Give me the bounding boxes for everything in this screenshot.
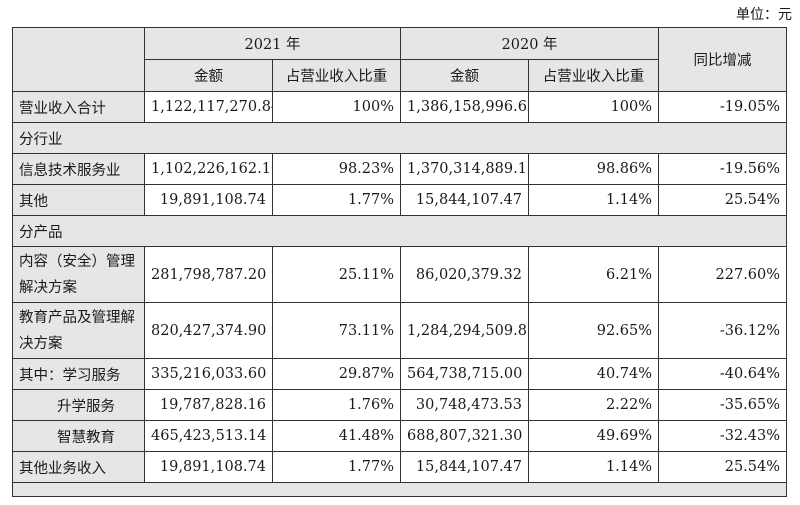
amount-2020: 1,284,294,509.83 <box>400 302 530 359</box>
share-2020: 49.69% <box>528 420 660 452</box>
share-2020: 92.65% <box>528 302 660 359</box>
amount-2021: 19,891,108.74 <box>144 451 273 483</box>
row-label: 智慧教育 <box>12 420 145 452</box>
share-2020: 1.14% <box>528 451 660 483</box>
amount-2021: 465,423,513.14 <box>144 420 273 452</box>
share-2020: 98.86% <box>528 153 660 185</box>
yoy-change: -32.43% <box>658 420 788 452</box>
header-year-2021: 2021 年 <box>143 27 402 60</box>
table-row-edu: 教育产品及管理解决方案 820,427,374.90 73.11% 1,284,… <box>12 302 788 359</box>
yoy-change: 25.54% <box>658 184 788 216</box>
amount-2021: 1,102,226,162.10 <box>144 153 273 185</box>
share-2020: 1.14% <box>528 184 660 216</box>
header-row-years: 2021 年 2020 年 同比增减 <box>12 27 788 92</box>
header-share-2020: 占营业收入比重 <box>528 59 660 92</box>
share-2020: 40.74% <box>528 358 660 390</box>
yoy-change: -35.65% <box>658 389 788 421</box>
row-label: 教育产品及管理解决方案 <box>12 302 145 359</box>
amount-2021: 281,798,787.20 <box>144 246 273 303</box>
table-row-total: 营业收入合计 1,122,117,270.84 100% 1,386,158,9… <box>12 91 788 123</box>
share-2021: 100% <box>271 91 402 123</box>
revenue-table: 2021 年 2020 年 同比增减 金额 占营业收入比重 金额 占营业收入比重… <box>11 27 788 497</box>
header-amount-2021: 金额 <box>144 59 273 92</box>
share-2020: 6.21% <box>528 246 660 303</box>
row-label: 升学服务 <box>12 389 145 421</box>
amount-2021: 19,891,108.74 <box>144 184 273 216</box>
row-label: 其中：学习服务 <box>12 358 145 390</box>
share-2021: 98.23% <box>271 153 402 185</box>
header-corner-cell <box>12 27 145 92</box>
table-row-smart: 智慧教育 465,423,513.14 41.48% 688,807,321.3… <box>12 420 788 452</box>
amount-2020: 15,844,107.47 <box>400 184 530 216</box>
share-2021: 41.48% <box>271 420 402 452</box>
row-label: 营业收入合计 <box>12 91 145 123</box>
amount-2021: 1,122,117,270.84 <box>144 91 273 123</box>
header-amount-2020: 金额 <box>400 59 530 92</box>
table-row-cutoff <box>11 482 788 497</box>
row-label: 其他 <box>12 184 145 216</box>
header-year-2020: 2020 年 <box>400 27 660 60</box>
row-label: 内容（安全）管理解决方案 <box>12 246 145 303</box>
cutoff-cell <box>11 482 788 497</box>
table-row-it: 信息技术服务业 1,102,226,162.10 98.23% 1,370,31… <box>12 153 788 185</box>
section-row-product: 分产品 <box>11 215 788 247</box>
share-2021: 29.87% <box>271 358 402 390</box>
amount-2020: 86,020,379.32 <box>400 246 530 303</box>
unit-label: 单位：元 <box>736 7 792 23</box>
row-label: 信息技术服务业 <box>12 153 145 185</box>
yoy-change: -40.64% <box>658 358 788 390</box>
table-row-other: 其他 19,891,108.74 1.77% 15,844,107.47 1.1… <box>12 184 788 216</box>
table-row-other-biz: 其他业务收入 19,891,108.74 1.77% 15,844,107.47… <box>12 451 788 483</box>
table-row-learning: 其中：学习服务 335,216,033.60 29.87% 564,738,71… <box>12 358 788 390</box>
share-2021: 1.77% <box>271 451 402 483</box>
amount-2021: 335,216,033.60 <box>144 358 273 390</box>
share-2021: 25.11% <box>271 246 402 303</box>
amount-2020: 1,370,314,889.15 <box>400 153 530 185</box>
amount-2021: 19,787,828.16 <box>144 389 273 421</box>
yoy-change: 227.60% <box>658 246 788 303</box>
share-2021: 1.76% <box>271 389 402 421</box>
amount-2020: 564,738,715.00 <box>400 358 530 390</box>
yoy-change: 25.54% <box>658 451 788 483</box>
yoy-change: -19.05% <box>658 91 788 123</box>
yoy-change: -19.56% <box>658 153 788 185</box>
share-2021: 73.11% <box>271 302 402 359</box>
amount-2020: 30,748,473.53 <box>400 389 530 421</box>
header-share-2021: 占营业收入比重 <box>271 59 402 92</box>
table-row-content: 内容（安全）管理解决方案 281,798,787.20 25.11% 86,02… <box>12 246 788 303</box>
section-label: 分产品 <box>11 215 788 247</box>
share-2020: 2.22% <box>528 389 660 421</box>
amount-2020: 15,844,107.47 <box>400 451 530 483</box>
share-2021: 1.77% <box>271 184 402 216</box>
yoy-change: -36.12% <box>658 302 788 359</box>
header-row-columns: 金额 占营业收入比重 金额 占营业收入比重 <box>13 59 787 92</box>
header-yoy: 同比增减 <box>658 27 788 92</box>
amount-2020: 1,386,158,996.62 <box>400 91 530 123</box>
section-row-industry: 分行业 <box>11 122 788 154</box>
row-label: 其他业务收入 <box>12 451 145 483</box>
section-label: 分行业 <box>11 122 788 154</box>
share-2020: 100% <box>528 91 660 123</box>
amount-2021: 820,427,374.90 <box>144 302 273 359</box>
amount-2020: 688,807,321.30 <box>400 420 530 452</box>
table-row-admission: 升学服务 19,787,828.16 1.76% 30,748,473.53 2… <box>12 389 788 421</box>
